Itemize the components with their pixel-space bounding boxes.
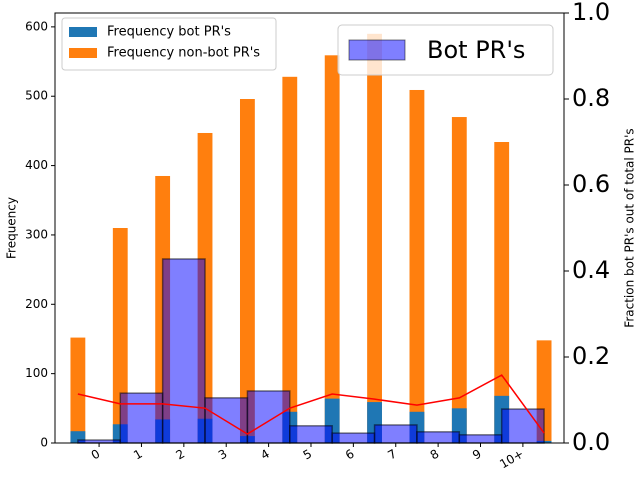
x-tick-label: 3 <box>216 447 230 463</box>
bar <box>373 424 418 444</box>
legend-frame <box>337 24 554 76</box>
legend-label: Frequency bot PR's <box>107 25 231 40</box>
bar <box>161 258 206 444</box>
bar <box>112 228 128 443</box>
y-tick-label: 100 <box>25 366 48 380</box>
x-tick-label: 9 <box>470 447 484 463</box>
legend-swatch <box>348 39 406 61</box>
legend: Frequency bot PR's Frequency non-bot PR's <box>61 17 277 71</box>
x-tick-label: 5 <box>301 447 315 463</box>
bar <box>119 392 164 444</box>
plot-frame <box>54 12 565 444</box>
bar <box>70 431 86 443</box>
y2-tick-label: 0.2 <box>572 342 610 370</box>
bar <box>324 55 340 443</box>
bar <box>458 434 503 444</box>
bar <box>494 142 510 443</box>
y2-tick-label: 0.4 <box>572 256 610 284</box>
x-tick-label: 10+ <box>497 447 526 472</box>
y-tick-label: 500 <box>25 89 48 103</box>
x-tick-label: 4 <box>258 447 272 463</box>
x-tick-label: 0 <box>89 447 103 463</box>
bar <box>331 432 376 444</box>
bar <box>409 89 425 443</box>
x-tick-label: 2 <box>173 447 187 463</box>
bar <box>416 431 461 444</box>
y2-tick-label: 0.6 <box>572 170 610 198</box>
bar <box>451 117 467 443</box>
legend-label: Bot PR's <box>427 36 525 64</box>
bar <box>500 408 545 444</box>
legend-swatch <box>69 27 97 37</box>
y-tick-label: 400 <box>25 158 48 172</box>
legend-frame <box>61 17 277 71</box>
x-tick-label: 1 <box>131 447 145 463</box>
legend: Bot PR's <box>337 24 554 76</box>
bar <box>282 76 298 443</box>
x-tick-label: 8 <box>428 447 442 463</box>
x-tick-label: 7 <box>385 447 399 463</box>
y2-axis-label: Fraction bot PR's out of total PR's <box>623 128 637 327</box>
bar <box>289 425 333 444</box>
y-axis-label: Frequency <box>5 197 19 259</box>
y2-tick-label: 0.8 <box>572 84 610 112</box>
bar <box>239 99 255 443</box>
y-tick-label: 0 <box>40 436 48 450</box>
bar <box>246 390 291 444</box>
x-tick-label: 6 <box>343 447 357 463</box>
line <box>77 374 545 435</box>
y-tick-label: 300 <box>25 227 48 241</box>
bar <box>367 33 382 443</box>
legend-swatch <box>69 48 97 58</box>
y2-tick-label: 0.0 <box>572 428 610 456</box>
bar <box>70 337 86 443</box>
legend-label: Frequency non-bot PR's <box>107 46 260 61</box>
y-tick-label: 600 <box>25 19 48 33</box>
y-tick-label: 200 <box>25 297 48 311</box>
y2-tick-label: 1.0 <box>572 0 610 26</box>
